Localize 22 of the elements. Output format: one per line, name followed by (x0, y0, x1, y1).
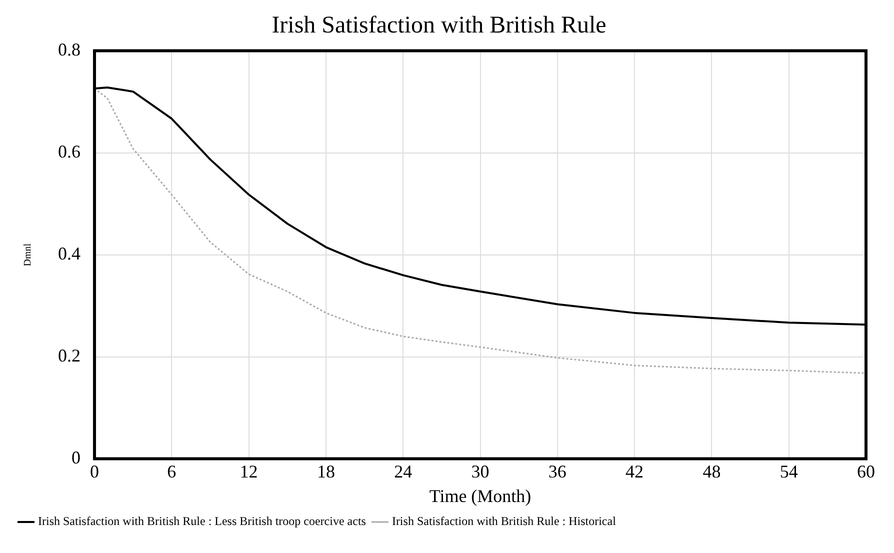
legend-label: Irish Satisfaction with British Rule : Historical (392, 514, 617, 528)
y-tick-label: 0.6 (58, 142, 80, 162)
x-tick-label: 60 (857, 461, 875, 482)
x-tick-label: 48 (702, 461, 721, 482)
x-tick-label: 18 (316, 461, 335, 482)
x-tick-label: 6 (167, 461, 176, 482)
y-tick-label: 0.4 (58, 244, 80, 264)
x-tick-label: 54 (780, 461, 798, 482)
x-tick-label: 36 (548, 461, 566, 482)
y-tick-label: 0.2 (58, 346, 80, 366)
x-tick-label: 24 (394, 461, 412, 482)
x-tick-label: 42 (626, 461, 644, 482)
y-tick-label: 0 (72, 448, 80, 468)
x-tick-label: 12 (240, 461, 258, 482)
legend-label: Irish Satisfaction with British Rule : Less British troop coercive acts (38, 514, 366, 528)
x-tick-label: 30 (471, 461, 490, 482)
y-tick-label: 0.8 (58, 40, 80, 60)
line-series (94, 88, 866, 374)
y-axis-title: Dmnl (22, 243, 34, 266)
x-axis-title: Time (Month) (429, 486, 532, 506)
chart-title: Irish Satisfaction with British Rule (272, 12, 606, 39)
x-tick-label: 0 (90, 461, 99, 482)
